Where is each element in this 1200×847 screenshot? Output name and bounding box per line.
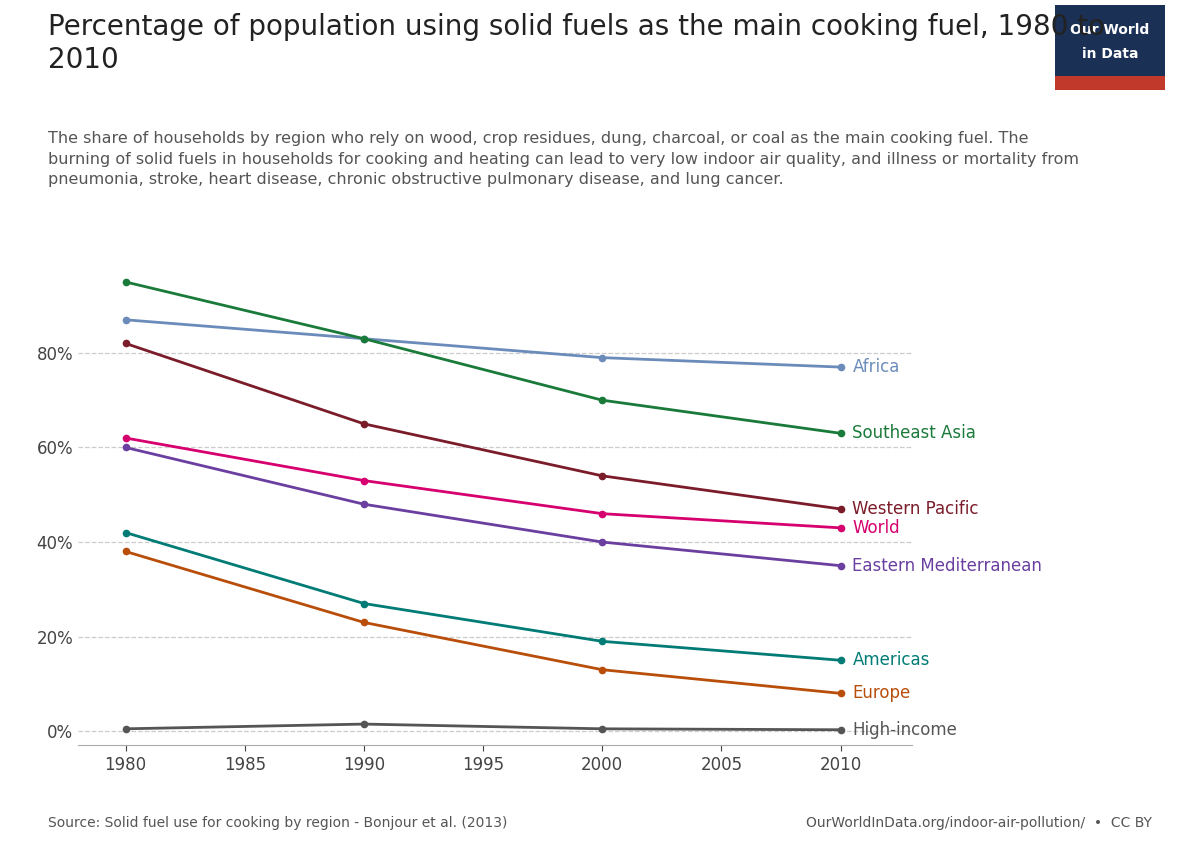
- FancyBboxPatch shape: [1055, 5, 1165, 90]
- Text: World: World: [852, 519, 900, 537]
- Text: OurWorldInData.org/indoor-air-pollution/  •  CC BY: OurWorldInData.org/indoor-air-pollution/…: [806, 816, 1152, 830]
- FancyBboxPatch shape: [1055, 76, 1165, 90]
- Text: in Data: in Data: [1081, 47, 1139, 61]
- Text: Our World: Our World: [1070, 24, 1150, 37]
- Text: Southeast Asia: Southeast Asia: [852, 424, 977, 442]
- Text: Americas: Americas: [852, 651, 930, 669]
- Text: Eastern Mediterranean: Eastern Mediterranean: [852, 556, 1043, 574]
- Text: Western Pacific: Western Pacific: [852, 500, 979, 518]
- Text: High-income: High-income: [852, 721, 958, 739]
- Text: The share of households by region who rely on wood, crop residues, dung, charcoa: The share of households by region who re…: [48, 131, 1079, 187]
- Text: Percentage of population using solid fuels as the main cooking fuel, 1980 to
201: Percentage of population using solid fue…: [48, 13, 1105, 75]
- Text: Europe: Europe: [852, 684, 911, 702]
- Text: Africa: Africa: [852, 358, 900, 376]
- Text: Source: Solid fuel use for cooking by region - Bonjour et al. (2013): Source: Solid fuel use for cooking by re…: [48, 816, 508, 830]
